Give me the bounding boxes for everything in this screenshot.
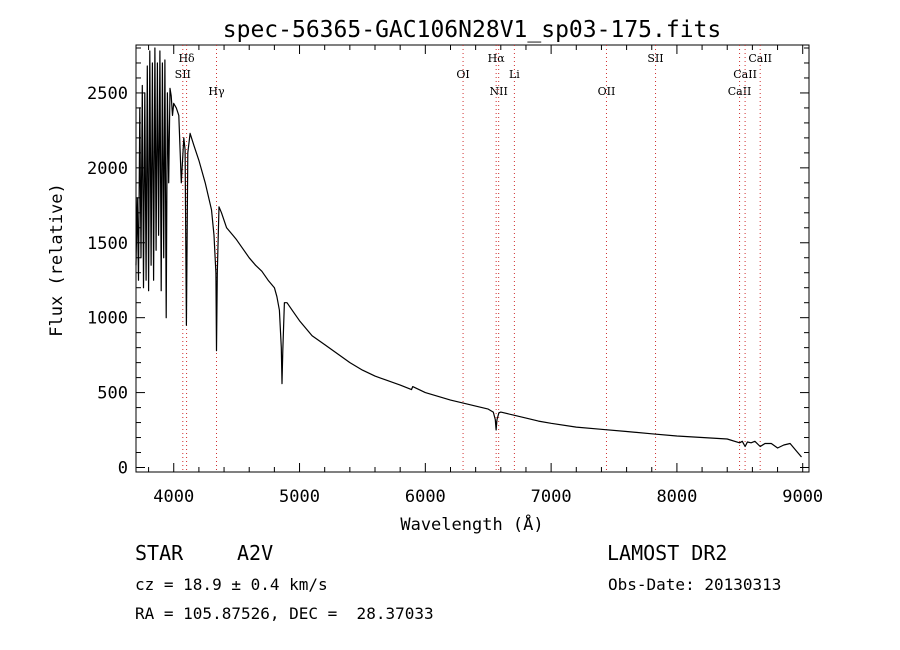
line-marker-label: Hδ bbox=[178, 52, 195, 65]
line-marker-label: OI bbox=[456, 68, 469, 81]
x-tick-label: 8000 bbox=[656, 487, 697, 507]
line-marker-label: OII bbox=[598, 85, 616, 98]
line-marker-label: SII bbox=[647, 52, 663, 65]
line-marker-label: SII bbox=[175, 68, 191, 81]
line-marker-label: Hγ bbox=[208, 85, 225, 98]
x-tick-label: 9000 bbox=[782, 487, 823, 507]
spectral-subclass: A2V bbox=[237, 541, 274, 565]
line-marker-label: Li bbox=[509, 68, 520, 81]
line-marker-label: CaII bbox=[748, 52, 772, 65]
line-marker-label: Hα bbox=[488, 52, 506, 65]
obs-date-text: Obs-Date: 20130313 bbox=[608, 575, 782, 594]
object-type: STAR bbox=[135, 541, 184, 565]
x-tick-label: 6000 bbox=[405, 487, 446, 507]
y-axis-label: Flux (relative) bbox=[47, 183, 67, 337]
y-tick-label: 2000 bbox=[87, 159, 128, 179]
coordinates-text: RA = 105.87526, DEC = 28.37033 bbox=[135, 604, 434, 623]
x-axis-label: Wavelength (Å) bbox=[400, 513, 543, 535]
line-marker-label: NII bbox=[490, 85, 508, 98]
plot-area: 4000 5000 6000 7000 8000 9000 0 500 1000 1500 2000… bbox=[87, 44, 823, 507]
line-marker-label: CaII bbox=[733, 68, 757, 81]
redshift-text: cz = 18.9 ± 0.4 km/s bbox=[135, 575, 328, 594]
y-tick-label: 500 bbox=[97, 384, 128, 404]
y-tick-label: 0 bbox=[118, 459, 128, 479]
y-tick-label: 1500 bbox=[87, 234, 128, 254]
x-tick-label: 5000 bbox=[279, 487, 320, 507]
plot-frame bbox=[135, 44, 810, 473]
line-marker-label: CaII bbox=[728, 85, 752, 98]
y-tick-label: 2500 bbox=[87, 84, 128, 104]
x-tick-label: 4000 bbox=[153, 487, 194, 507]
spectrum-line bbox=[135, 47, 802, 458]
x-tick-label: 7000 bbox=[531, 487, 572, 507]
survey-name: LAMOST DR2 bbox=[607, 541, 728, 565]
y-tick-label: 1000 bbox=[87, 309, 128, 329]
chart-title: spec-56365-GAC106N28V1_sp03-175.fits bbox=[223, 17, 722, 43]
